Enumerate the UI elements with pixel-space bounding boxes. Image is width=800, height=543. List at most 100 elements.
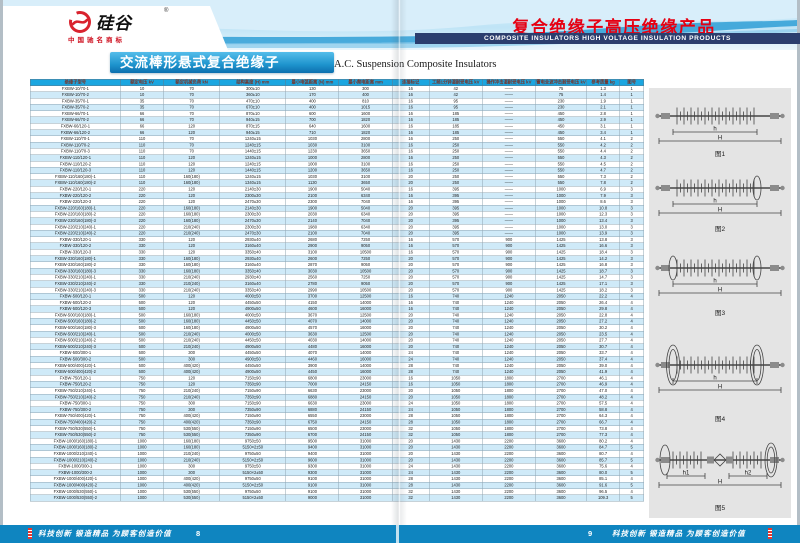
table-cell: 530(550) [163, 494, 220, 502]
svg-text:h: h [713, 278, 716, 284]
table-row: FXBW-220/160(180)-1 220 160(180) 2140±30 190… [30, 204, 644, 212]
section-title-cn: 交流棒形悬式复合绝缘子 [110, 52, 334, 73]
table-row: FXBW-500/210(240)-3 500 210(240) 4900±50 448… [30, 343, 644, 351]
diagram-caption: 图2 [715, 225, 726, 233]
table-row: FXBW-35/70-2 35 70 670±10 400 1015 16 95 —— 230 2.… [30, 104, 644, 111]
header-title-en-bar: COMPOSITE INSULATORS HIGH VOLTAGE INSULA… [415, 33, 800, 44]
table-row: FXBW-750/400(420)-2 750 400(420) 7350±90 675… [30, 418, 644, 426]
table-row: FXBW-500/120-2 500 120 4450±50 4150 14000 16 74… [30, 299, 644, 307]
table-row: FXBW-220/160(180)-3 220 160(180) 2470±30 214… [30, 217, 644, 225]
table-row: FXBW-110/120-2 110 120 1240±15 1000 3100 16 250… [30, 160, 644, 168]
footer-ornament-icon [768, 528, 772, 539]
table-cell: 2200 [482, 494, 536, 502]
table-row: FXBW-330/120-2 330 120 3160±40 2900 9050 16 570… [30, 242, 644, 250]
svg-text:h: h [713, 375, 716, 381]
table-cell: 5150×2±50 [219, 494, 287, 502]
table-row: FXBW-10/70-2 10 70 360±10 170 400 16 42 —— 75 1.4 1 [30, 91, 644, 99]
logo-subtitle: 中国驰名商标 [68, 37, 125, 44]
table-row: FXBW-35/70-1 35 70 470±10 400 810 16 95 —— 230 1.9… [30, 97, 644, 105]
footer-slogan-left: 科技创新 锻造精品 为顾客创造价值 [38, 529, 172, 538]
diagram-caption: 图3 [715, 309, 726, 317]
table-row: FXBW-1000/300-2 1000 300 5150×2±50 9300 31000… [30, 469, 644, 477]
brand-logo: 硅谷 ® 中国驰名商标 [68, 8, 228, 46]
table-cell: 3600 [535, 494, 587, 502]
table-row: FXBW-500/160(180)-2 500 160(180) 4450±50 407… [30, 318, 644, 326]
table-row: FXBW-330/160(180)-1 330 160(180) 2930±40 260… [30, 255, 644, 263]
page-gutter-shadow [391, 0, 407, 538]
table-row: FXBW-1000/530(550)-2 1000 530(550) 5150×2±5… [30, 494, 644, 502]
table-cell: 31000 [338, 494, 393, 502]
svg-text:H: H [718, 480, 722, 486]
svg-text:h2: h2 [745, 471, 752, 477]
table-row: FXBW-66/70-2 66 70 940±15 700 1820 16 185 —— 450 2… [30, 116, 644, 124]
table-header-cell: 最小电弧距离 (N) mm [285, 79, 340, 86]
table-row: FXBW-220/120-2 220 120 2300±30 2100 6340 16 395… [30, 192, 644, 200]
table-row: FXBW-500/300-1 500 300 4450±50 4070 14000 24 74… [30, 349, 644, 357]
svg-text:h: h [713, 126, 716, 132]
table-row: FXBW-500/210(240)-1 500 210(240) 4000±50 363… [30, 330, 644, 338]
table-cell: 1000 [120, 494, 164, 502]
table-row: FXBW-750/530(550)-2 750 530(550) 7350±90 670… [30, 431, 644, 439]
table-cell: 1430 [428, 494, 483, 502]
table-row: FXBW-330/160(180)-3 330 160(180) 3350±40 303… [30, 267, 644, 275]
table-cell: 9000 [285, 494, 340, 502]
table-row: FXBW-1000/400(420)-2 1000 400(420) 5150×2±5… [30, 481, 644, 489]
svg-text:H: H [718, 208, 722, 214]
table-row: FXBW-1000/300-1 1000 300 9750±50 9300 31000 24… [30, 463, 644, 470]
spec-table: 绝缘子型号 额定电压 kV 额定机械负荷 kN 结构高度 (H) mm 最小电弧距离 (… [30, 79, 644, 502]
table-header-cell: 工频1分钟湿耐受电压 kV [428, 79, 483, 86]
table-row: FXBW-220/120-1 220 120 2140±30 1900 5040 16 395… [30, 186, 644, 193]
table-row: FXBW-1000/210(240)-1 1000 210(240) 9750±50 9… [30, 450, 644, 458]
insulator-diagram: hH 图4 [655, 344, 785, 423]
table-header-cell: 操作冲击湿耐受电压 kV [482, 79, 536, 86]
diagram-caption: 图1 [715, 150, 726, 158]
svg-text:H: H [718, 135, 722, 141]
table-row: FXBW-220/210(240)-2 220 210(240) 2470±30 210… [30, 230, 644, 237]
table-header-cell: 雷电全波冲击耐受电压 kV [535, 79, 587, 86]
table-row: FXBW-220/120-3 220 120 2470±30 2300 7040 16 395… [30, 198, 644, 206]
svg-text:H: H [718, 287, 722, 293]
table-row: FXBW-330/160(180)-2 330 160(180) 3160±40 287… [30, 261, 644, 269]
footer-divider [396, 525, 399, 543]
table-row: FXBW-500/400(420)-2 500 400(420) 4900±50 445… [30, 368, 644, 376]
table-cell: 109.3 [586, 494, 620, 502]
table-row: FXBW-110/70-1 110 70 1240±15 1030 2800 16 250 ——… [30, 135, 644, 143]
footer-page-number-left: 8 [196, 529, 201, 538]
insulator-diagram: hH 图3 [655, 255, 785, 317]
section-title-en: A.C. Suspension Composite Insulators [334, 59, 497, 70]
table-row: FXBW-1000/210(240)-2 1000 210(240) 5150×2±5… [30, 456, 644, 464]
table-row: FXBW-10/70-1 10 70 300±10 130 300 16 42 —— 75 1.3 1 [30, 85, 644, 93]
diagram-caption: 图5 [715, 504, 726, 512]
table-row: FXBW-330/210(240)-2 330 210(240) 3160±40 278… [30, 280, 644, 288]
table-row: FXBW-500/300-2 500 300 4900±50 4460 16000 24 74… [30, 356, 644, 363]
table-row: FXBW-500/210(240)-2 500 210(240) 4450±50 403… [30, 337, 644, 344]
logo-text: 硅谷 [96, 14, 132, 33]
table-row: FXBW-330/120-3 330 120 3350±40 3100 10500 16 57… [30, 248, 644, 256]
table-row: FXBW-220/210(240)-1 220 210(240) 2300±30 198… [30, 223, 644, 231]
table-row: FXBW-500/120-1 500 120 4000±50 3700 12500 16 74… [30, 293, 644, 300]
svg-text:h: h [713, 199, 716, 205]
svg-text:H: H [718, 384, 722, 390]
table-cell: FXBW-1000/530(550)-2 [30, 494, 121, 502]
insulator-diagram: hH 图1 [655, 107, 785, 158]
table-row: FXBW-330/120-1 330 120 2930±40 2680 7250 16 570… [30, 236, 644, 244]
insulator-diagram: h1 h2 H 图5 [655, 442, 785, 512]
registered-mark-icon: ® [164, 8, 169, 14]
footer-slogan-right: 科技创新 锻造精品 为顾客创造价值 [612, 529, 746, 538]
logo-swoosh-icon [69, 11, 91, 33]
table-row: FXBW-500/160(180)-1 500 160(180) 4000±50 367… [30, 311, 644, 319]
diagram-caption: 图4 [715, 415, 726, 423]
footer-bar: 科技创新 锻造精品 为顾客创造价值 8 9 科技创新 锻造精品 为顾客创造价值 [0, 525, 800, 543]
table-header-cell: 参考质量 kg [586, 79, 620, 86]
svg-text:h1: h1 [683, 471, 690, 477]
table-row: FXBW-1000/160(180)-2 1000 160(180) 5150×2±5… [30, 444, 644, 451]
table-row: FXBW-1000/400(420)-1 1000 400(420) 9750±50 9… [30, 475, 644, 483]
diagram-panel: h H 图1 h H 图2 h H 图3 h H 图4 h1 h2 H 图5 [649, 88, 791, 518]
spec-table-wrapper: 绝缘子型号 额定电压 kV 额定机械负荷 kN 结构高度 (H) mm 最小电弧距离 (… [30, 79, 644, 511]
header-title-cn: 复合绝缘子高压绝缘产品 [512, 18, 716, 37]
table-row: FXBW-110/120-1 110 120 1240±15 1000 2800 16 250… [30, 154, 644, 162]
insulator-diagram: hH 图2 [655, 175, 785, 233]
table-cell: 5 [619, 494, 644, 502]
footer-ornament-icon [28, 528, 32, 539]
